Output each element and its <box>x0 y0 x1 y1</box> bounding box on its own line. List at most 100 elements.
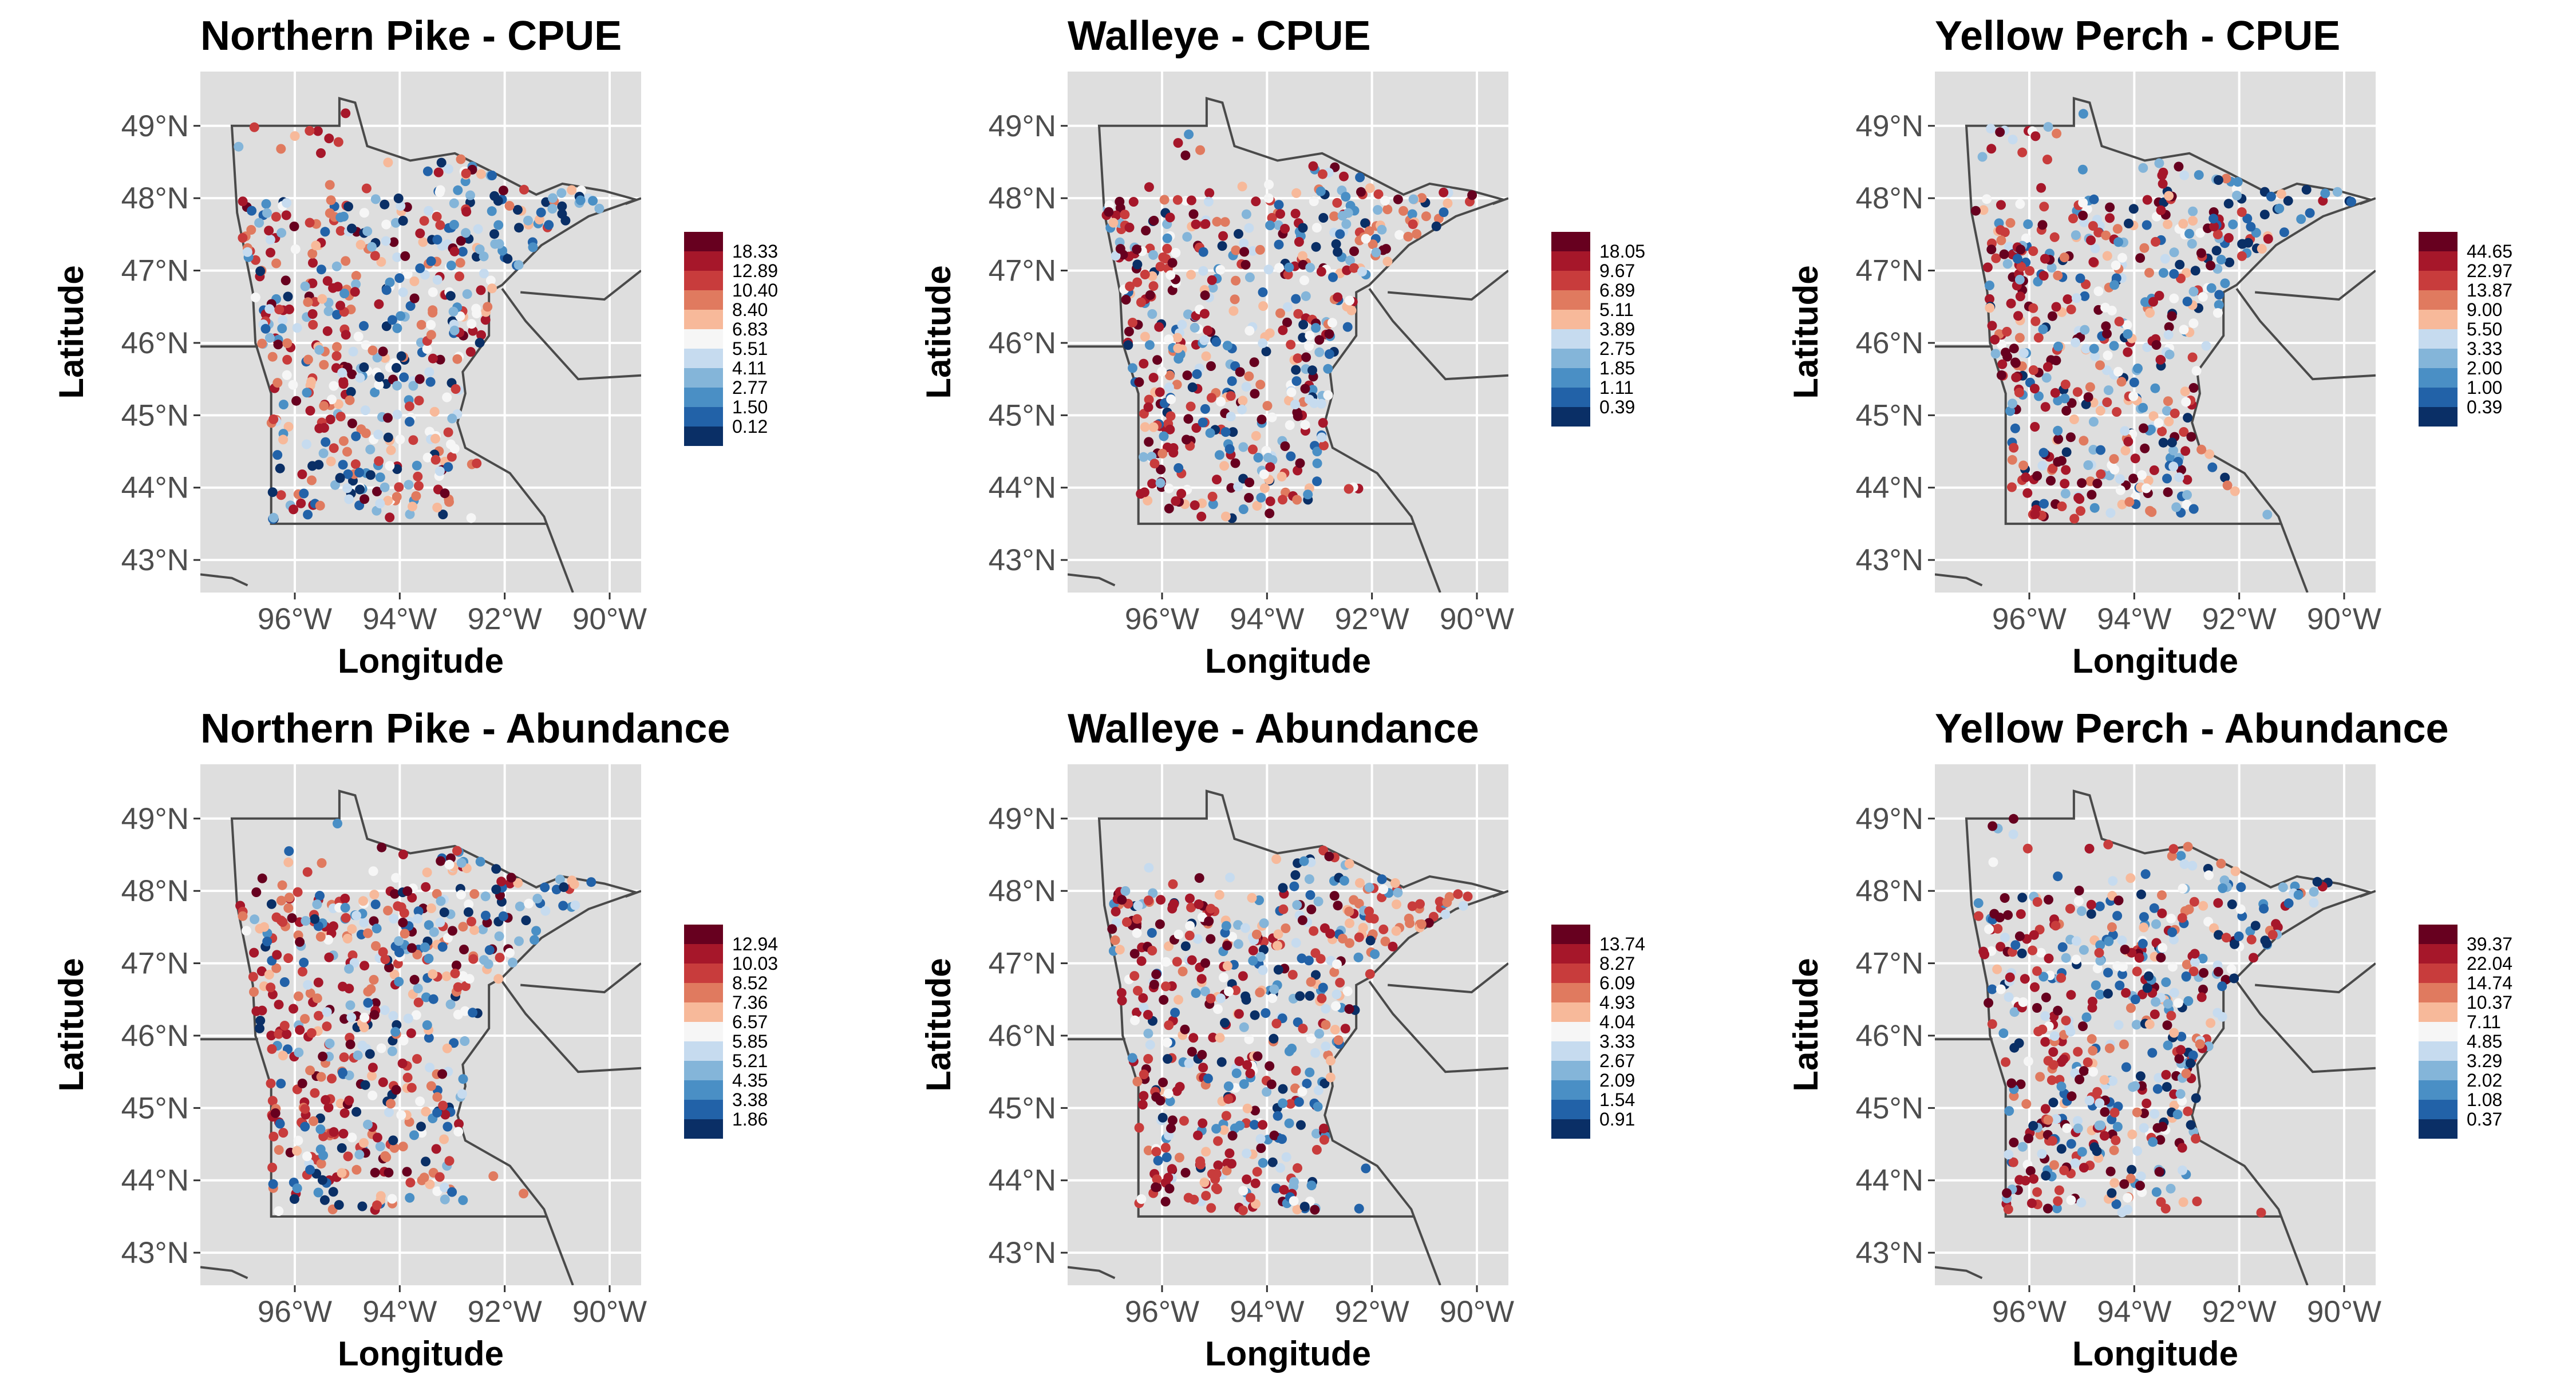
lake-point <box>447 413 457 424</box>
legend-key <box>684 925 723 944</box>
lake-point <box>2079 1066 2089 1076</box>
lake-point <box>2096 445 2105 455</box>
y-axis-title: Latitude <box>919 265 958 398</box>
lake-point <box>2020 1175 2030 1186</box>
lake-point <box>1136 956 1147 966</box>
lake-point <box>281 210 291 220</box>
lake-point <box>465 190 475 200</box>
lake-point <box>2138 402 2148 413</box>
legend-label: 3.38 <box>732 1089 768 1110</box>
lake-point <box>308 258 318 268</box>
legend-label: 2.67 <box>1599 1051 1635 1071</box>
lake-point <box>487 206 497 216</box>
lake-point <box>1188 209 1199 219</box>
lake-point <box>2208 214 2219 224</box>
legend-label: 12.89 <box>732 260 778 281</box>
lake-point <box>1167 1164 1177 1174</box>
lake-point <box>1216 1057 1227 1067</box>
lake-point <box>350 459 361 469</box>
lake-point <box>1251 196 1261 207</box>
lake-point <box>374 380 384 390</box>
lake-point <box>1271 854 1282 864</box>
lake-point <box>2069 414 2079 424</box>
lake-point <box>2089 344 2099 354</box>
lake-point <box>515 901 525 911</box>
lake-point <box>295 937 305 947</box>
lake-point <box>272 950 282 960</box>
lake-point <box>350 287 360 297</box>
lake-point <box>461 168 471 179</box>
lake-point <box>2158 1122 2168 1132</box>
lake-point <box>2156 205 2166 215</box>
lake-point <box>2201 341 2211 351</box>
lake-point <box>2040 1037 2050 1047</box>
lake-point <box>1311 1128 1321 1139</box>
lake-point <box>316 1159 326 1169</box>
lake-point <box>1208 1032 1218 1043</box>
lake-point <box>2109 464 2120 475</box>
lake-point <box>1318 982 1328 993</box>
lake-point <box>1393 887 1403 898</box>
lake-point <box>323 935 334 945</box>
lake-point <box>2015 199 2025 209</box>
lake-point <box>1298 251 1307 261</box>
lake-point <box>457 247 468 257</box>
lake-point <box>2207 462 2218 472</box>
lake-point <box>2061 1016 2071 1026</box>
lake-point <box>1190 322 1200 333</box>
lake-point <box>2320 188 2330 199</box>
lake-point <box>351 271 361 281</box>
lake-point <box>2041 992 2051 1002</box>
lake-point <box>468 1008 478 1018</box>
lake-point <box>2107 1188 2117 1198</box>
lake-point <box>2001 1057 2011 1067</box>
lake-point <box>2151 1187 2162 1197</box>
lake-point <box>1104 207 1114 217</box>
lake-point <box>2301 184 2312 195</box>
lake-point <box>1200 404 1210 414</box>
legend-label: 0.12 <box>732 416 768 437</box>
lake-point <box>447 452 457 462</box>
lake-point <box>498 911 508 921</box>
lake-point <box>1128 318 1137 327</box>
lake-point <box>351 431 361 441</box>
lake-point <box>1206 993 1216 1004</box>
lake-point <box>1152 1174 1162 1185</box>
lake-point <box>260 323 271 334</box>
lake-point <box>2187 239 2197 249</box>
lake-point <box>2120 945 2130 955</box>
lake-point <box>2005 972 2015 982</box>
lake-point <box>436 157 447 168</box>
lake-point <box>1393 194 1403 204</box>
lake-point <box>1440 909 1451 919</box>
legend-label: 22.04 <box>2467 953 2512 974</box>
lake-point <box>2040 1104 2050 1114</box>
lake-point <box>409 276 420 286</box>
lake-point <box>2234 931 2244 941</box>
lake-point <box>2095 989 2105 1000</box>
neighbor-border <box>625 890 641 898</box>
lake-point <box>351 279 361 289</box>
lake-point <box>1234 1009 1244 1019</box>
lake-point <box>2225 257 2235 267</box>
lake-point <box>2030 509 2040 519</box>
lake-point <box>434 466 445 476</box>
legend-key <box>1551 1100 1590 1119</box>
lake-point <box>344 1095 354 1105</box>
lake-point <box>2111 260 2121 270</box>
lake-point <box>2183 1106 2193 1116</box>
lake-point <box>329 1127 339 1137</box>
lake-point <box>1206 361 1216 371</box>
lake-point <box>1216 397 1226 407</box>
lake-point <box>378 947 388 957</box>
lake-point <box>1147 946 1157 956</box>
lake-point <box>400 251 410 261</box>
lake-point <box>2053 341 2063 352</box>
lake-point <box>2198 953 2208 964</box>
lake-point <box>2018 997 2028 1007</box>
lake-point <box>359 1022 369 1033</box>
lake-point <box>1134 377 1144 387</box>
lake-point <box>1381 244 1391 254</box>
lake-point <box>2123 1205 2132 1215</box>
